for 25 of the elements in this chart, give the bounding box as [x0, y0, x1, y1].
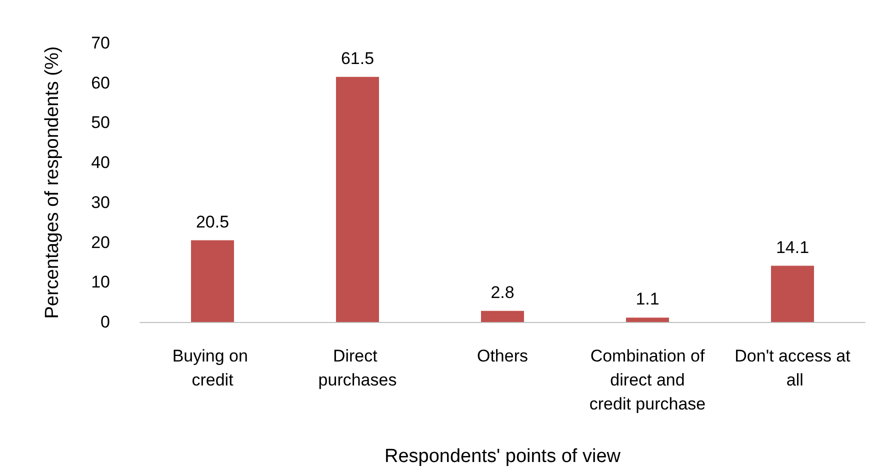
x-axis-title: Respondents' points of view [384, 446, 621, 467]
bar [191, 240, 234, 322]
y-tick-label: 50 [91, 113, 110, 132]
y-axis-title: Percentages of respondents (%) [42, 46, 63, 319]
data-label: 20.5 [196, 212, 230, 232]
data-label: 14.1 [776, 238, 810, 257]
bar [336, 76, 379, 322]
data-label: 2.8 [490, 282, 514, 302]
bar [481, 310, 524, 322]
x-tick-label: Buying on credit [172, 346, 253, 390]
data-label: 1.1 [636, 290, 660, 309]
y-tick-label: 30 [91, 192, 110, 212]
bar [626, 318, 669, 322]
y-tick-label: 70 [91, 34, 110, 52]
data-label: 61.5 [340, 48, 374, 68]
x-tick-label: Direct purchases [318, 346, 397, 390]
y-tick-label: 10 [91, 272, 110, 292]
x-tick-label: Others [476, 346, 528, 366]
x-tick-label: Don't access at all [734, 346, 851, 390]
x-tick-label: Combination of direct and credit purchase [589, 346, 706, 414]
y-tick-label: 40 [91, 153, 110, 172]
y-tick-label: 20 [91, 232, 110, 252]
bar [771, 266, 814, 322]
y-tick-label: 60 [91, 73, 110, 92]
y-tick-label: 0 [100, 312, 110, 332]
